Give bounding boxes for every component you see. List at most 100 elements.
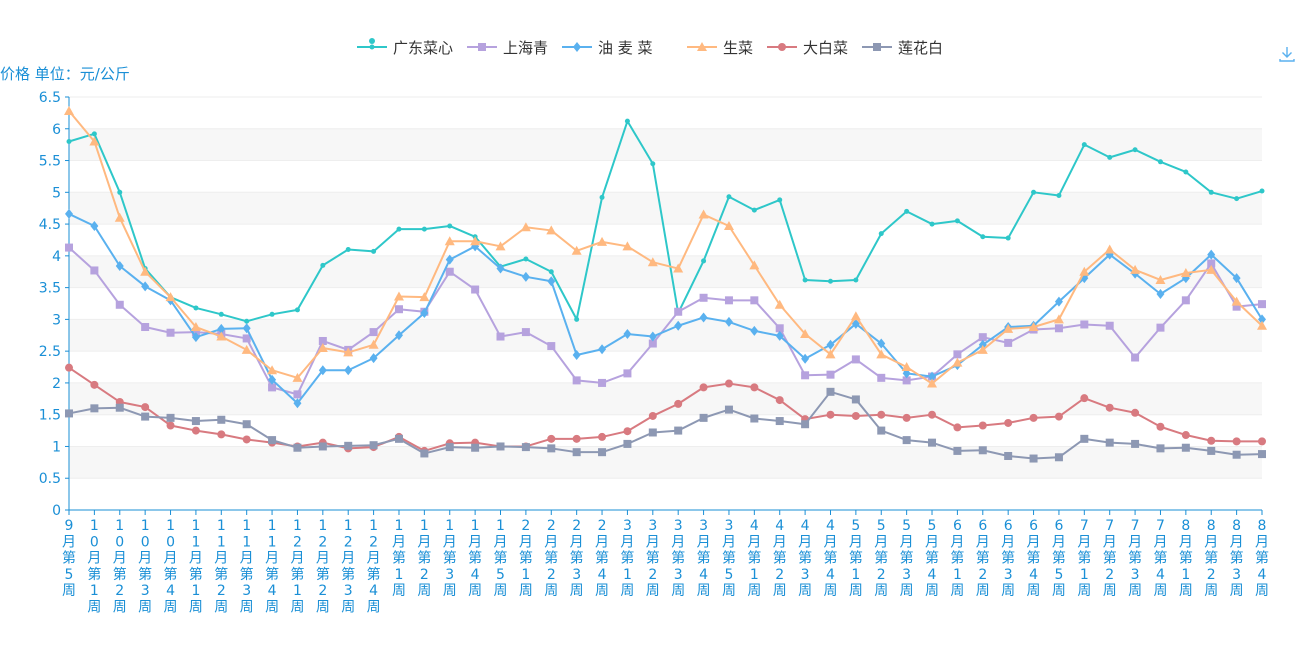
data-point[interactable] <box>978 333 987 342</box>
data-point[interactable] <box>598 378 607 387</box>
data-point[interactable] <box>444 236 455 246</box>
data-point[interactable] <box>242 323 251 334</box>
data-point[interactable] <box>800 328 811 338</box>
data-point[interactable] <box>521 271 530 282</box>
data-point[interactable] <box>1029 413 1038 422</box>
data-point[interactable] <box>1258 300 1266 309</box>
data-point[interactable] <box>850 311 861 321</box>
data-point[interactable] <box>750 296 759 305</box>
data-point[interactable] <box>826 339 835 350</box>
data-point[interactable] <box>445 267 454 276</box>
data-point[interactable] <box>293 390 302 399</box>
data-point[interactable] <box>902 376 911 385</box>
data-point[interactable] <box>471 285 480 294</box>
data-point[interactable] <box>1079 266 1090 276</box>
data-point[interactable] <box>1181 443 1190 452</box>
data-point[interactable] <box>1232 437 1241 446</box>
data-point[interactable] <box>599 194 605 200</box>
data-point[interactable] <box>217 323 226 334</box>
data-point[interactable] <box>751 207 757 213</box>
data-point[interactable] <box>825 349 836 359</box>
data-point[interactable] <box>749 260 760 270</box>
data-point[interactable] <box>471 443 480 452</box>
data-point[interactable] <box>1054 412 1063 421</box>
data-point[interactable] <box>724 316 733 327</box>
data-point[interactable] <box>419 292 430 302</box>
data-point[interactable] <box>802 277 808 283</box>
data-point[interactable] <box>115 403 124 412</box>
data-point[interactable] <box>496 263 505 274</box>
data-point[interactable] <box>877 426 886 435</box>
data-point[interactable] <box>624 118 630 124</box>
data-point[interactable] <box>1207 436 1216 445</box>
data-point[interactable] <box>953 423 962 432</box>
data-point[interactable] <box>547 434 556 443</box>
data-point[interactable] <box>750 325 759 336</box>
legend-item[interactable]: 生菜 <box>687 39 753 57</box>
data-point[interactable] <box>1131 408 1140 417</box>
data-point[interactable] <box>91 131 97 137</box>
data-point[interactable] <box>978 421 987 430</box>
legend-item[interactable]: 莲花白 <box>862 39 943 57</box>
data-point[interactable] <box>724 379 733 388</box>
data-point[interactable] <box>1257 320 1267 330</box>
data-point[interactable] <box>320 262 326 268</box>
data-point[interactable] <box>1180 268 1191 278</box>
data-point[interactable] <box>394 305 403 314</box>
data-point[interactable] <box>929 221 935 227</box>
data-point[interactable] <box>217 430 226 439</box>
data-point[interactable] <box>369 353 378 364</box>
data-point[interactable] <box>673 263 684 273</box>
data-point[interactable] <box>698 209 709 219</box>
data-point[interactable] <box>496 332 505 341</box>
data-point[interactable] <box>901 362 912 372</box>
data-point[interactable] <box>650 161 656 167</box>
data-point[interactable] <box>699 413 708 422</box>
data-point[interactable] <box>980 234 986 240</box>
data-point[interactable] <box>1157 159 1163 165</box>
data-point[interactable] <box>1132 147 1138 153</box>
data-point[interactable] <box>1107 154 1113 160</box>
data-point[interactable] <box>89 136 100 146</box>
data-point[interactable] <box>294 307 300 313</box>
data-point[interactable] <box>877 410 886 419</box>
data-point[interactable] <box>1234 196 1240 202</box>
data-point[interactable] <box>191 417 200 426</box>
legend-item[interactable]: 油 麦 菜 <box>562 39 653 57</box>
data-point[interactable] <box>1156 444 1165 453</box>
data-point[interactable] <box>420 308 429 319</box>
data-point[interactable] <box>1181 431 1190 440</box>
data-point[interactable] <box>242 435 251 444</box>
data-point[interactable] <box>115 300 124 309</box>
data-point[interactable] <box>268 436 277 445</box>
legend[interactable]: 广东菜心 上海青 油 麦 菜 生菜 大白菜 莲花白 <box>357 38 943 57</box>
data-point[interactable] <box>1131 439 1140 448</box>
data-point[interactable] <box>851 318 860 329</box>
data-point[interactable] <box>572 349 581 360</box>
data-point[interactable] <box>1181 296 1190 305</box>
data-point[interactable] <box>598 344 607 355</box>
data-point[interactable] <box>345 246 351 252</box>
data-point[interactable] <box>268 374 277 385</box>
data-point[interactable] <box>268 383 277 392</box>
data-point[interactable] <box>1054 324 1063 333</box>
data-point[interactable] <box>445 254 454 265</box>
data-point[interactable] <box>1183 169 1189 175</box>
data-point[interactable] <box>344 441 353 450</box>
data-point[interactable] <box>166 413 175 422</box>
data-point[interactable] <box>166 328 175 337</box>
data-point[interactable] <box>877 338 886 349</box>
data-point[interactable] <box>344 365 353 376</box>
data-point[interactable] <box>904 208 910 214</box>
data-point[interactable] <box>648 411 657 420</box>
data-point[interactable] <box>65 363 73 372</box>
data-point[interactable] <box>598 448 607 457</box>
data-point[interactable] <box>394 434 403 443</box>
data-point[interactable] <box>396 226 402 232</box>
data-point[interactable] <box>1056 192 1062 198</box>
data-point[interactable] <box>447 223 453 229</box>
data-point[interactable] <box>928 438 937 447</box>
data-point[interactable] <box>750 414 759 423</box>
data-point[interactable] <box>191 328 200 337</box>
data-point[interactable] <box>1156 288 1165 299</box>
